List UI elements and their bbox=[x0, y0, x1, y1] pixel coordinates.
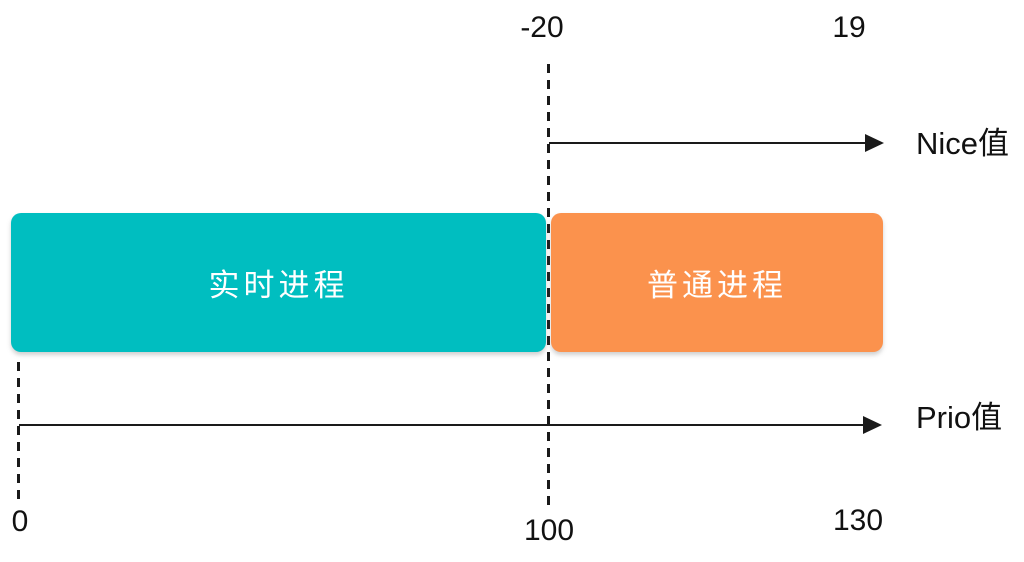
boundary-dashed-line bbox=[547, 64, 550, 512]
realtime-process-label: 实时进程 bbox=[208, 268, 349, 303]
nice-axis-line bbox=[549, 142, 869, 144]
realtime-process-box: 实时进程 bbox=[11, 213, 546, 352]
normal-process-box: 普通进程 bbox=[551, 213, 883, 352]
prio-axis-arrow-right-icon bbox=[863, 416, 882, 434]
prio-axis-end-tick: 130 bbox=[832, 504, 884, 537]
nice-axis-arrow-right-icon bbox=[865, 134, 884, 152]
prio-start-dashed-line bbox=[17, 362, 20, 502]
nice-axis-label: Nice值 bbox=[916, 126, 1010, 161]
prio-axis-line bbox=[19, 424, 867, 426]
nice-axis-start-tick: -20 bbox=[520, 11, 564, 44]
prio-axis-boundary-tick: 100 bbox=[523, 514, 575, 547]
prio-axis-start-tick: 0 bbox=[11, 505, 29, 538]
normal-process-label: 普通进程 bbox=[647, 268, 787, 303]
prio-axis-label: Prio值 bbox=[916, 400, 1003, 435]
nice-axis-end-tick: 19 bbox=[832, 11, 866, 44]
